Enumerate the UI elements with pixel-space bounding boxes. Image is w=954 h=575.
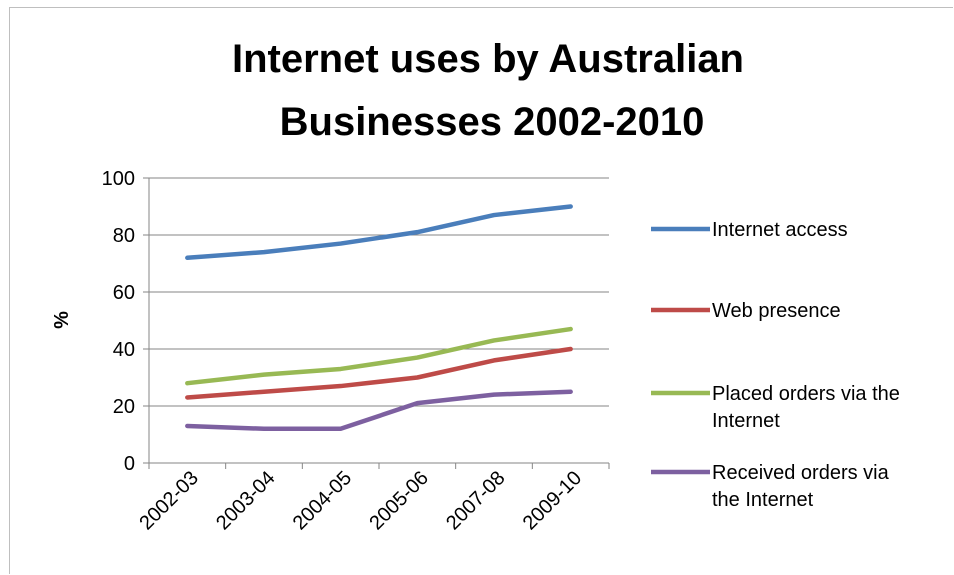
x-tick-label-2004-05: 2004-05: [289, 467, 356, 534]
x-tick-labels: 2002-03 2003-04 2004-05 2005-06 2007-08 2009-…: [135, 467, 586, 534]
legend-entry-0: Internet access: [651, 219, 848, 241]
legend-entry-3: Received orders via the Internet: [651, 462, 890, 511]
series-lines: [185, 204, 573, 432]
x-tick-label-2003-04: 2003-04: [212, 467, 279, 534]
legend-entry-2: Placed orders via the Internet: [651, 383, 900, 432]
legend-label-3: the Internet: [712, 489, 814, 511]
legend-label-0: Internet access: [712, 219, 848, 241]
x-tick-label-2009-10: 2009-10: [519, 467, 586, 534]
y-axis-label: %: [51, 311, 73, 329]
y-tick-label-0: 0: [124, 453, 135, 475]
x-tick-label-2002-03: 2002-03: [135, 467, 202, 534]
chart-title-line-1: Internet uses by Australian: [232, 37, 744, 81]
series-line-3: [185, 389, 573, 432]
y-tick-label-20: 20: [113, 396, 135, 418]
x-tick-label-2005-06: 2005-06: [365, 467, 432, 534]
legend-label-3: Received orders via: [712, 462, 890, 484]
legend: Internet access Web presence Placed orders…: [651, 219, 900, 511]
series-line-1: [185, 346, 573, 400]
series-line-2: [185, 326, 573, 386]
axes: [143, 177, 610, 469]
legend-label-2: Placed orders via the: [712, 383, 900, 405]
x-tick-label-2007-08: 2007-08: [442, 467, 509, 534]
series-line-0: [185, 204, 573, 261]
legend-entry-1: Web presence: [651, 300, 841, 322]
y-tick-labels: 0 20 40 60 80 100: [102, 168, 135, 475]
legend-label-2: Internet: [712, 410, 780, 432]
y-tick-label-60: 60: [113, 282, 135, 304]
chart-frame: [9, 7, 953, 574]
chart-title: Internet uses by Australian Businesses 2…: [232, 37, 744, 144]
chart-title-line-2: Businesses 2002-2010: [280, 100, 705, 144]
y-tick-label-80: 80: [113, 225, 135, 247]
y-tick-label-40: 40: [113, 339, 135, 361]
y-tick-label-100: 100: [102, 168, 135, 190]
legend-label-1: Web presence: [712, 300, 841, 322]
gridlines: [149, 177, 609, 407]
